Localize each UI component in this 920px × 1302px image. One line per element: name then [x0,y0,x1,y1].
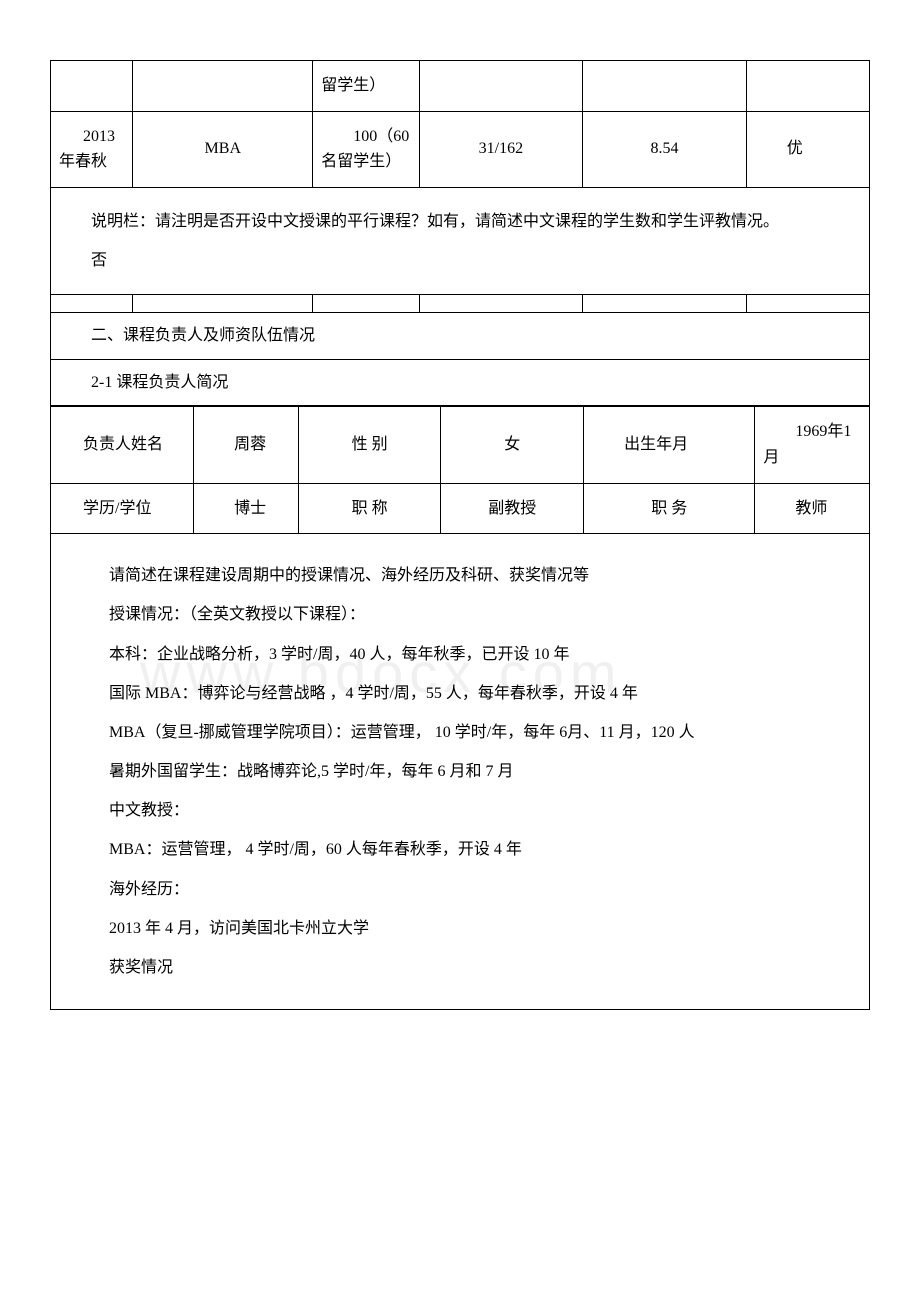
details-block: 请简述在课程建设周期中的授课情况、海外经历及科研、获奖情况等 授课情况：（全英文… [59,546,861,997]
detail-line: 中文教授： [77,793,843,828]
cell-program: MBA [133,111,313,187]
detail-line: 国际 MBA：博弈论与经营战略 ，4 学时/周，55 人，每年春秋季，开设 4 … [77,676,843,711]
cell [746,61,869,111]
cell [583,61,747,111]
label-title: 职 称 [298,483,441,534]
cell [419,61,583,111]
label-degree: 学历/学位 [51,483,194,534]
person-row-1: 负责人姓名 周蓉 性 别 女 出生年月 1969年1月 [51,407,869,483]
document-container: 留学生） 2013年春秋 MBA 100（60名留学生） 31/162 8.54… [50,60,870,1010]
value-title: 副教授 [441,483,584,534]
value-name: 周蓉 [194,407,299,483]
cell-count: 100（60名留学生） [313,111,419,187]
section-title-row: 二、课程负责人及师资队伍情况 [51,313,869,359]
section-header-table: 二、课程负责人及师资队伍情况 2-1 课程负责人简况 [51,313,869,406]
cell-year: 2013年春秋 [51,111,133,187]
detail-line: 本科：企业战略分析，3 学时/周，40 人，每年秋季，已开设 10 年 [77,637,843,672]
detail-line: 请简述在课程建设周期中的授课情况、海外经历及科研、获奖情况等 [77,558,843,593]
label-birth: 出生年月 [584,407,755,483]
person-info-table: 负责人姓名 周蓉 性 别 女 出生年月 1969年1月 学历/学位 博士 职 称… [51,406,869,1009]
subsection-title-row: 2-1 课程负责人简况 [51,359,869,406]
detail-line: 2013 年 4 月，访问美国北卡州立大学 [77,911,843,946]
detail-line: 海外经历： [77,872,843,907]
note-answer: 否 [59,243,861,278]
subsection-title: 2-1 课程负责人简况 [51,359,869,406]
note-question: 说明栏：请注明是否开设中文授课的平行课程？如有，请简述中文课程的学生数和学生评教… [59,204,861,239]
section-title: 二、课程负责人及师资队伍情况 [51,313,869,359]
table-row: 2013年春秋 MBA 100（60名留学生） 31/162 8.54 优 [51,111,869,187]
person-row-2: 学历/学位 博士 职 称 副教授 职 务 教师 [51,483,869,534]
spacer-row [51,295,869,313]
details-row: 请简述在课程建设周期中的授课情况、海外经历及科研、获奖情况等 授课情况：（全英文… [51,534,869,1010]
cell [51,61,133,111]
value-duty: 教师 [755,483,869,534]
value-birth: 1969年1月 [755,407,869,483]
detail-line: 暑期外国留学生：战略博弈论,5 学时/年，每年 6 月和 7 月 [77,754,843,789]
detail-line: 获奖情况 [77,950,843,985]
label-gender: 性 别 [298,407,441,483]
cell: 留学生） [313,61,419,111]
top-data-table: 留学生） 2013年春秋 MBA 100（60名留学生） 31/162 8.54… [51,61,869,313]
cell-score: 8.54 [583,111,747,187]
value-gender: 女 [441,407,584,483]
value-degree: 博士 [194,483,299,534]
note-row: 说明栏：请注明是否开设中文授课的平行课程？如有，请简述中文课程的学生数和学生评教… [51,187,869,294]
cell-grade: 优 [746,111,869,187]
detail-line: MBA：运营管理， 4 学时/周，60 人每年春秋季，开设 4 年 [77,832,843,867]
detail-line: MBA（复旦-挪威管理学院项目）：运营管理， 10 学时/年，每年 6月、11 … [77,715,843,750]
label-duty: 职 务 [584,483,755,534]
label-name: 负责人姓名 [51,407,194,483]
cell [133,61,313,111]
detail-line: 授课情况：（全英文教授以下课程）： [77,597,843,632]
table-row: 留学生） [51,61,869,111]
cell-ratio: 31/162 [419,111,583,187]
